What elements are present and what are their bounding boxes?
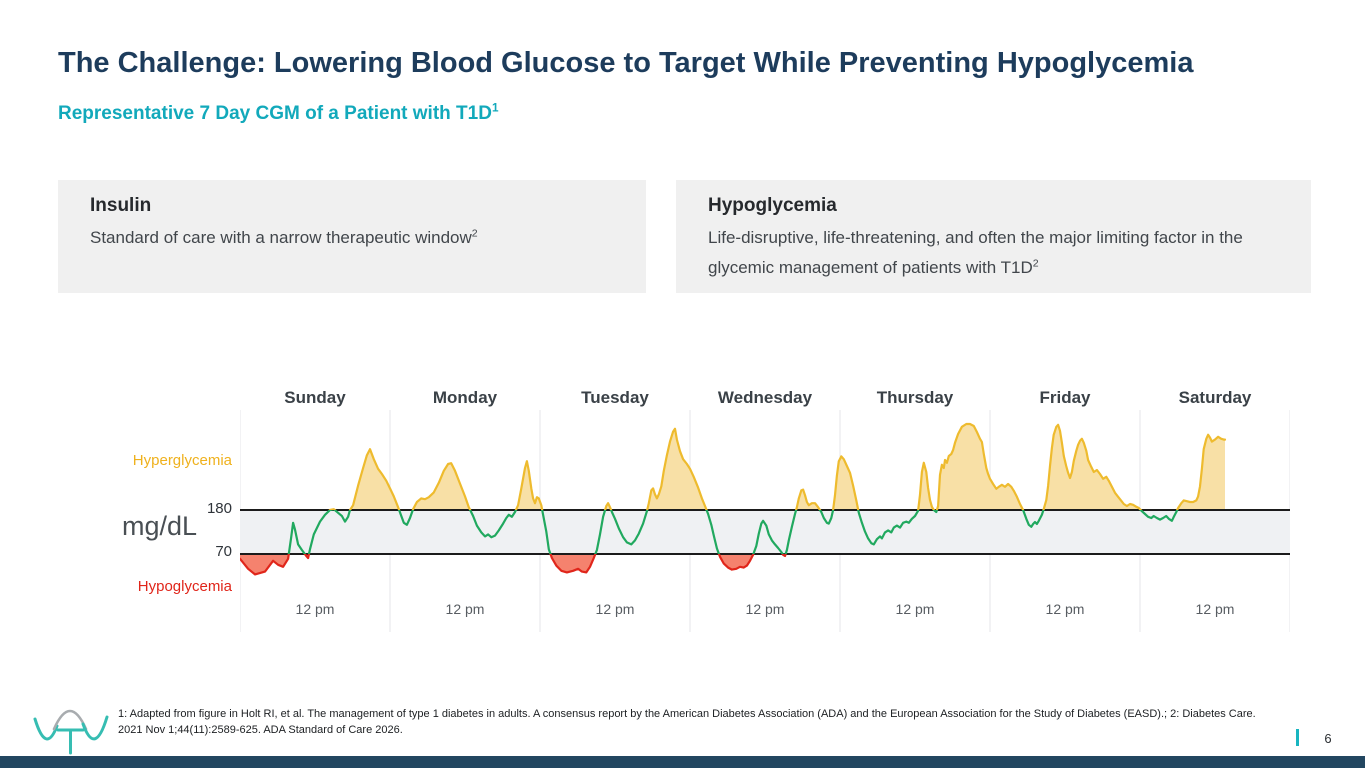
callout-insulin-body: Standard of care with a narrow therapeut… <box>90 223 626 253</box>
time-tick-label: 12 pm <box>295 601 335 617</box>
vtv-logo <box>33 709 109 755</box>
threshold-180-label: 180 <box>206 500 232 517</box>
time-tick-label: 12 pm <box>595 601 635 617</box>
day-label-wednesday: Wednesday <box>717 388 813 407</box>
time-tick-label: 12 pm <box>1045 601 1085 617</box>
footnote-line-2: 2021 Nov 1;44(11):2589-625. ADA Standard… <box>118 724 403 736</box>
callout-hypoglycemia-body: Life-disruptive, life-threatening, and o… <box>708 223 1291 283</box>
page-number: 6 <box>1324 731 1332 746</box>
page-title: The Challenge: Lowering Blood Glucose to… <box>58 47 1194 79</box>
slide-subtitle: Representative 7 Day CGM of a Patient wi… <box>58 101 958 125</box>
target-range-band <box>240 510 1290 554</box>
day-label-saturday: Saturday <box>1178 388 1252 407</box>
subtitle-text: Representative 7 Day CGM of a Patient wi… <box>58 103 492 124</box>
day-label-tuesday: Tuesday <box>581 388 649 407</box>
time-tick-label: 12 pm <box>745 601 785 617</box>
cgm-plot <box>240 410 1290 632</box>
page-number-accent-tick <box>1296 729 1299 746</box>
day-label-thursday: Thursday <box>876 388 954 407</box>
hyperglycemia-area-fill <box>240 424 1225 510</box>
hyperglycemia-zone-label: Hyperglycemia <box>132 452 232 469</box>
callout-hypoglycemia-footnote-ref: 2 <box>1032 257 1039 270</box>
subtitle-footnote-ref: 1 <box>491 101 499 115</box>
glucose-trace-high <box>328 422 1227 510</box>
callout-insulin: Insulin Standard of care with a narrow t… <box>58 180 646 293</box>
callout-hypoglycemia: Hypoglycemia Life-disruptive, life-threa… <box>676 180 1311 293</box>
callout-insulin-footnote-ref: 2 <box>471 227 478 240</box>
day-label-monday: Monday <box>432 388 498 407</box>
time-tick-label: 12 pm <box>895 601 935 617</box>
footnote-line-1: 1: Adapted from figure in Holt RI, et al… <box>118 708 1256 720</box>
callout-hypoglycemia-heading: Hypoglycemia <box>708 195 837 216</box>
y-axis-unit-label: mg/dL <box>121 511 197 541</box>
hypoglycemia-zone-label: Hypoglycemia <box>137 578 232 595</box>
footnote: 1: Adapted from figure in Holt RI, et al… <box>118 706 1278 738</box>
callout-hypoglycemia-body-text: Life-disruptive, life-threatening, and o… <box>708 228 1243 277</box>
logo-left-v <box>33 717 59 741</box>
callout-insulin-heading: Insulin <box>90 195 152 216</box>
hypoglycemia-area-fill <box>240 554 1225 575</box>
logo-right-v <box>81 715 109 741</box>
cgm-chart: Sunday Monday Tuesday Wednesday Thursday Frid… <box>0 380 1365 640</box>
day-label-sunday: Sunday <box>284 388 346 407</box>
threshold-70-label: 70 <box>215 543 232 560</box>
time-tick-label: 12 pm <box>1195 601 1235 617</box>
bottom-accent-bar <box>0 756 1365 768</box>
time-tick-label: 12 pm <box>445 601 485 617</box>
logo-wave-peak <box>52 709 88 731</box>
day-label-friday: Friday <box>1039 388 1091 407</box>
callout-insulin-body-text: Standard of care with a narrow therapeut… <box>90 228 472 247</box>
